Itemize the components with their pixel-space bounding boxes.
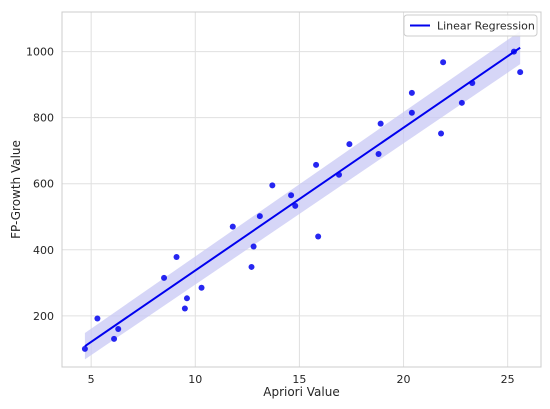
scatter-point [458, 99, 465, 106]
x-tick-label: 15 [292, 373, 306, 386]
x-tick-label: 10 [188, 373, 202, 386]
x-tick-label: 25 [501, 373, 515, 386]
scatter-point [288, 192, 295, 199]
scatter-point [183, 295, 190, 302]
scatter-point [94, 315, 101, 322]
legend-label-linear-regression: Linear Regression [437, 20, 535, 33]
confidence-band [84, 31, 521, 360]
scatter-point [377, 120, 384, 127]
scatter-point [229, 223, 236, 230]
y-tick-label: 400 [33, 244, 54, 257]
scatter-point [198, 284, 205, 291]
scatter-point [269, 182, 276, 189]
scatter-point [115, 326, 122, 333]
scatter-point [256, 213, 263, 220]
scatter-point [173, 254, 180, 261]
scatter-point [346, 141, 353, 148]
y-axis-title: FP-Growth Value [9, 140, 23, 239]
x-tick-label: 20 [397, 373, 411, 386]
regression-line [84, 46, 521, 348]
legend-box [403, 14, 538, 37]
scatter-point [408, 109, 415, 116]
scatter-point [111, 335, 118, 342]
x-axis-title: Apriori Value [263, 385, 339, 399]
scatter-point [335, 171, 342, 178]
scatter-point [315, 233, 322, 240]
scatter-point [248, 263, 255, 270]
scatter-point [375, 151, 382, 157]
scatter-points-layer [81, 48, 524, 352]
scatter-point [161, 274, 168, 281]
scatter-point [510, 48, 517, 55]
scatter-point [313, 161, 320, 168]
scatter-point [469, 80, 476, 86]
x-tick-label: 5 [88, 373, 95, 386]
scatter-point [438, 130, 445, 137]
regression-line-layer [84, 46, 521, 348]
scatter-point [440, 59, 447, 66]
y-tick-label: 200 [33, 310, 54, 323]
legend: Linear Regression [403, 14, 538, 37]
scatter-point [408, 89, 415, 96]
scatter-point [292, 202, 299, 209]
tick-labels-layer: 5 10 15 20 25 200 400 600 800 1000 [26, 46, 515, 386]
y-tick-label: 800 [33, 112, 54, 125]
scatter-point [81, 345, 88, 352]
y-tick-label: 1000 [26, 46, 54, 59]
confidence-band-layer [84, 31, 521, 360]
scatter-point [181, 305, 188, 312]
y-tick-label: 600 [33, 178, 54, 191]
scatter-point [517, 69, 524, 76]
scatter-point [250, 243, 257, 250]
plot-frame [61, 11, 542, 368]
